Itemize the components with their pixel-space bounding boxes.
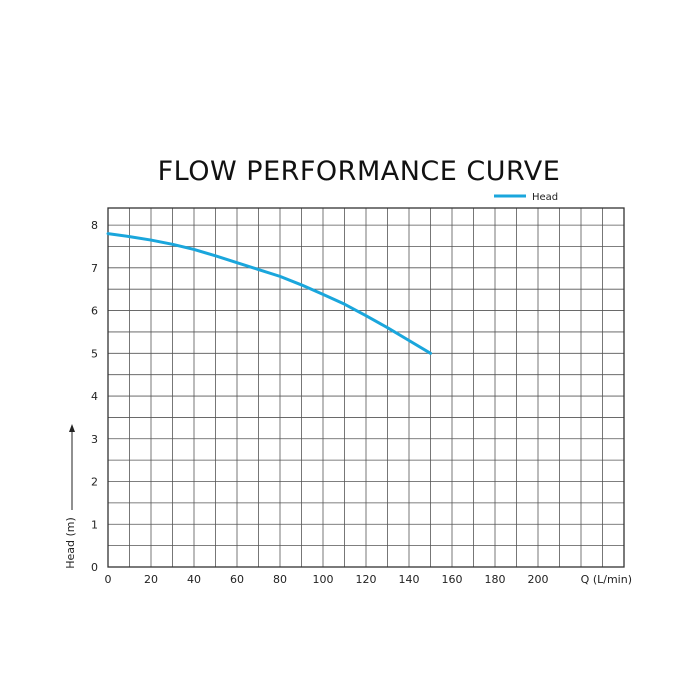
x-tick-label: 200 [528, 573, 549, 586]
x-axis-ticks: 0 20 40 60 80 100 120 140 160 180 200 [105, 573, 549, 586]
y-tick-label: 7 [91, 262, 98, 275]
y-tick-label: 1 [91, 518, 98, 531]
y-tick-label: 3 [91, 433, 98, 446]
plot-frame [107, 207, 625, 568]
x-tick-label: 80 [273, 573, 287, 586]
legend-label: Head [532, 192, 558, 203]
x-axis-label: Q (L/min) [581, 573, 632, 586]
x-tick-label: 180 [485, 573, 506, 586]
y-axis-ticks: 0 1 2 3 4 5 6 7 8 [91, 219, 98, 574]
y-tick-label: 5 [91, 347, 98, 360]
x-tick-label: 20 [144, 573, 158, 586]
y-tick-label: 4 [91, 390, 98, 403]
y-tick-label: 2 [91, 476, 98, 489]
y-tick-label: 0 [91, 561, 98, 574]
x-tick-label: 140 [399, 573, 420, 586]
y-axis-label-arrow-head-icon [69, 424, 75, 432]
x-tick-label: 40 [187, 573, 201, 586]
y-tick-label: 6 [91, 305, 98, 318]
x-tick-label: 120 [356, 573, 377, 586]
x-tick-label: 160 [442, 573, 463, 586]
series-layer [106, 232, 432, 355]
series-line-head [106, 232, 432, 355]
y-tick-label: 8 [91, 219, 98, 232]
y-axis-label: Head (m) [64, 517, 77, 569]
y-axis-label-group: Head (m) [64, 424, 77, 569]
x-tick-label: 0 [105, 573, 112, 586]
x-tick-label: 100 [313, 573, 334, 586]
chart-title: FLOW PERFORMANCE CURVE [158, 156, 561, 187]
legend: Head [494, 192, 558, 203]
grid [108, 208, 624, 567]
x-tick-label: 60 [230, 573, 244, 586]
